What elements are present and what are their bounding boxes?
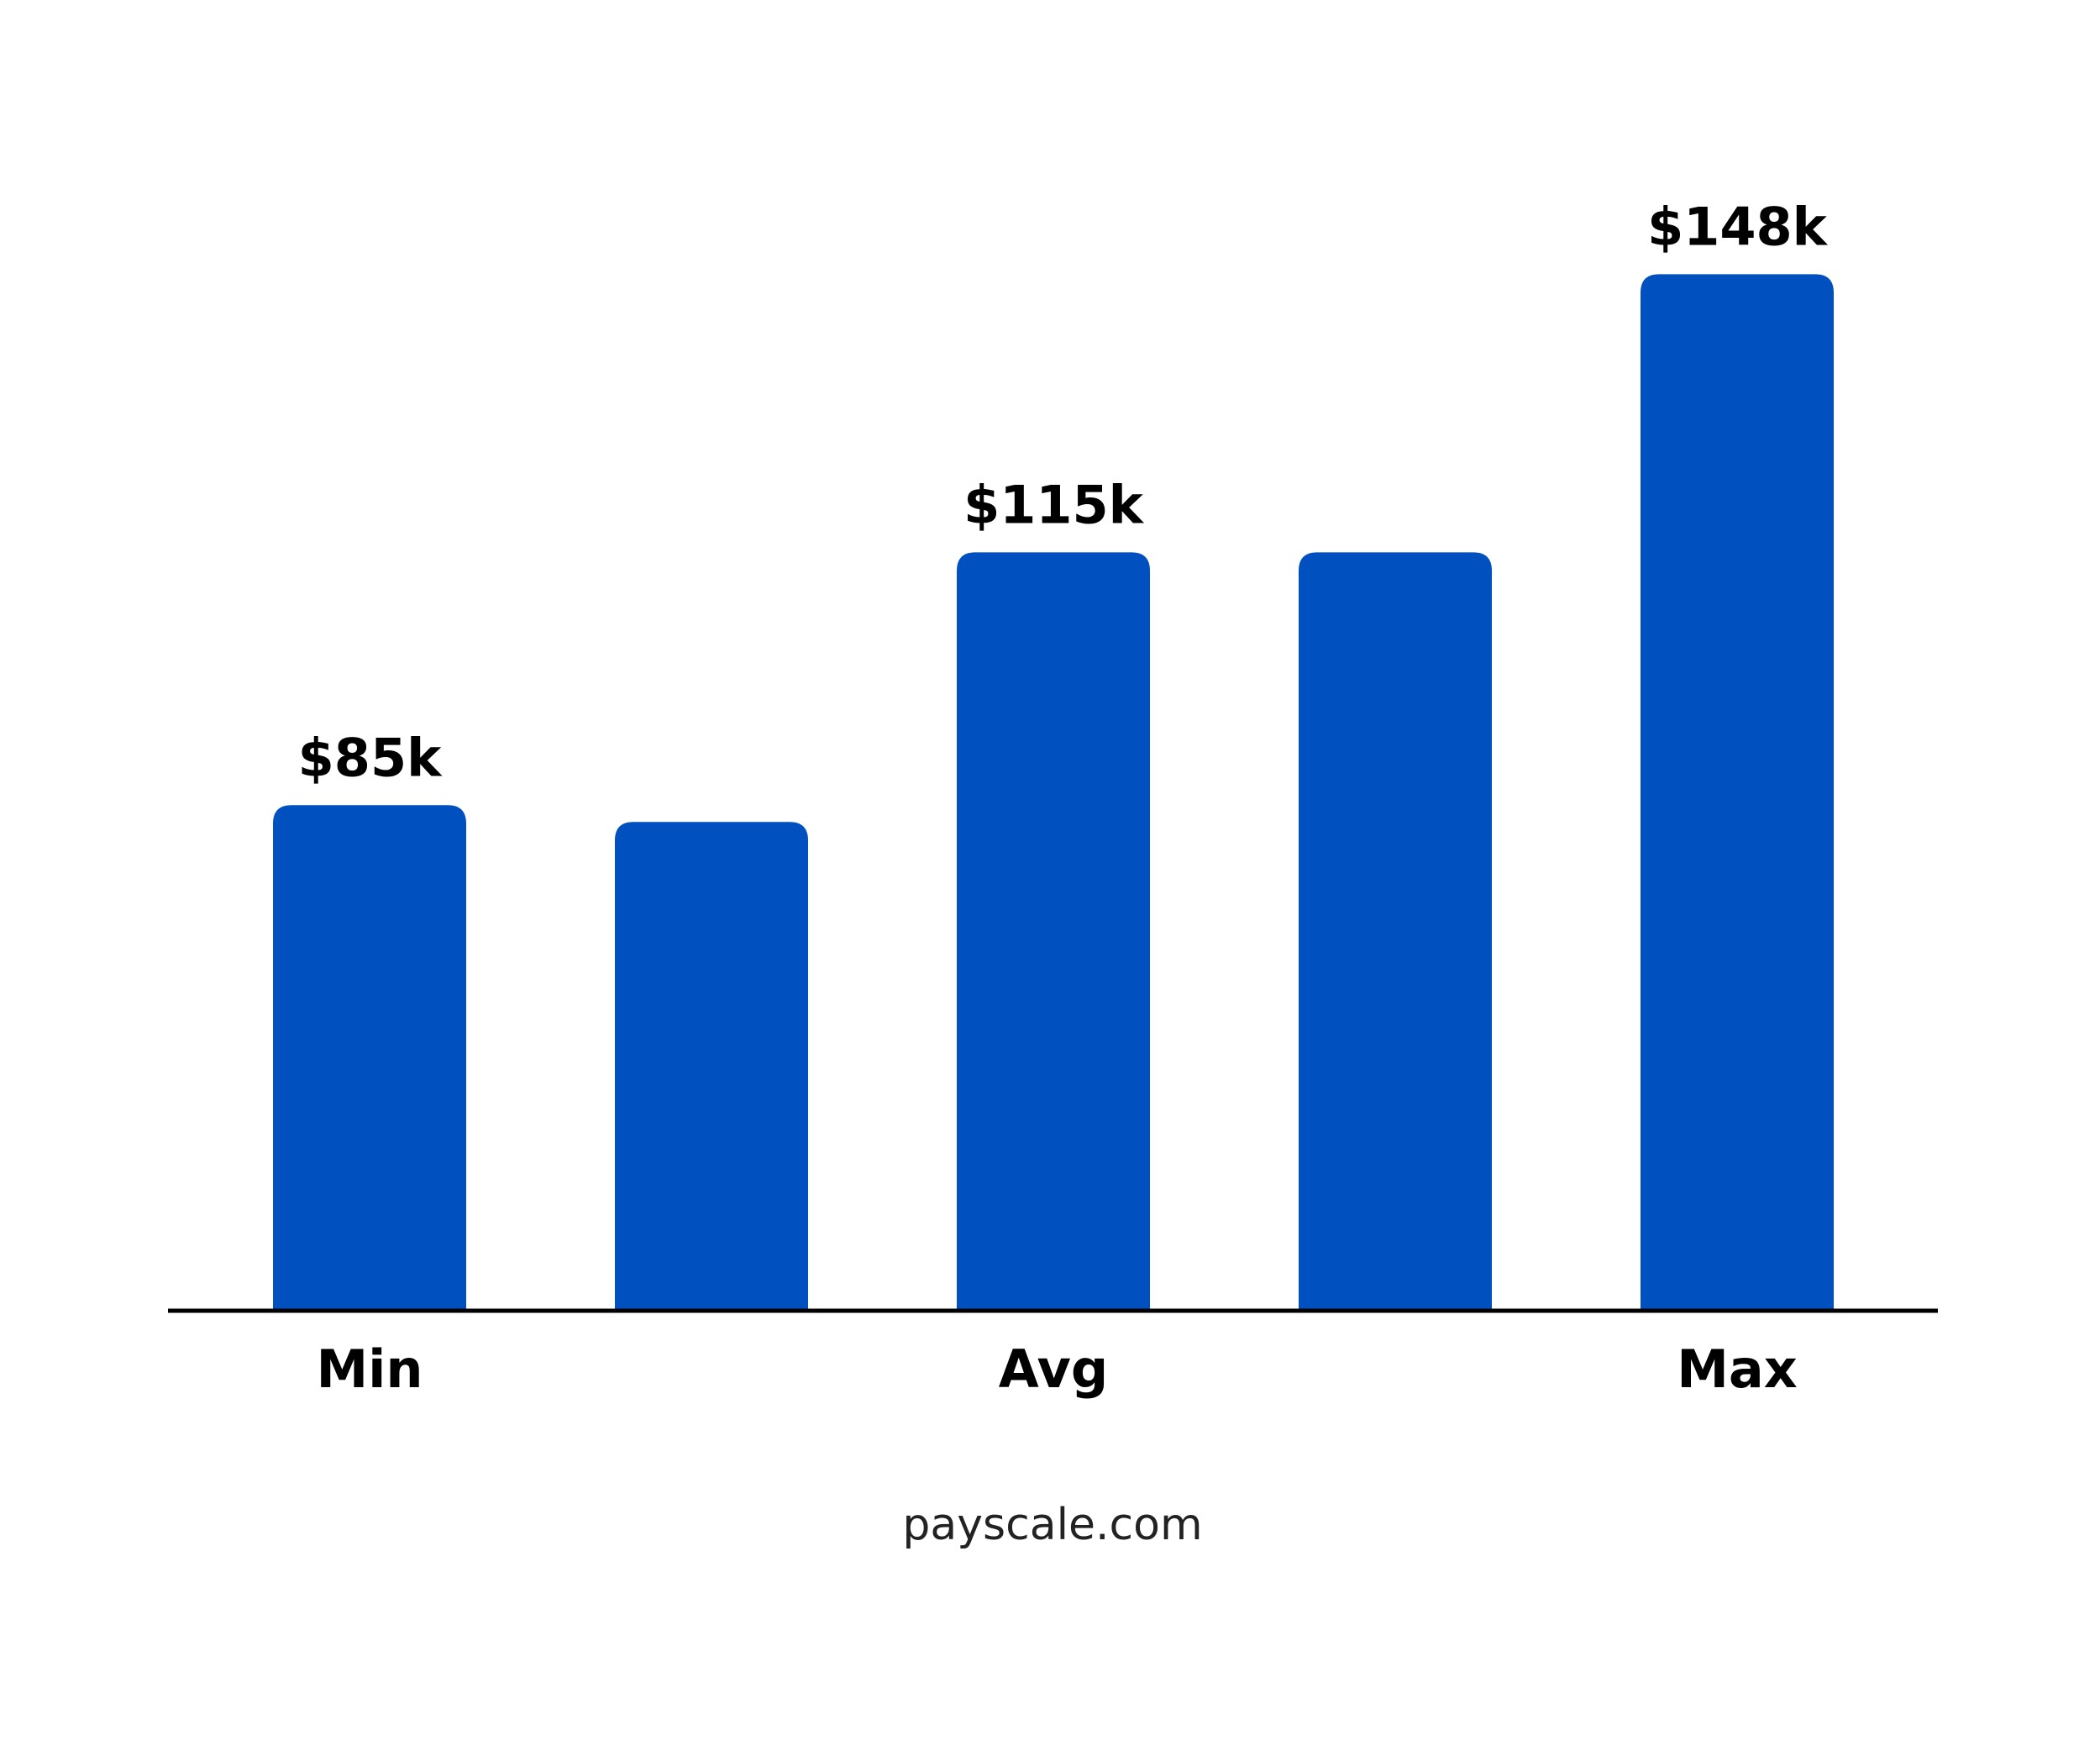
bar (273, 805, 466, 1311)
value-label: $85k (298, 727, 443, 788)
x-tick-label: Avg (999, 1338, 1109, 1400)
bar (1641, 274, 1834, 1311)
value-label: $148k (1647, 196, 1829, 257)
value-label: $115k (963, 474, 1145, 535)
bar (957, 552, 1150, 1311)
bar (1299, 552, 1492, 1311)
x-tick-label: Min (316, 1338, 423, 1400)
x-tick-label: Max (1677, 1338, 1798, 1400)
bar (615, 822, 808, 1311)
footer: payscale.com (902, 1500, 1202, 1550)
